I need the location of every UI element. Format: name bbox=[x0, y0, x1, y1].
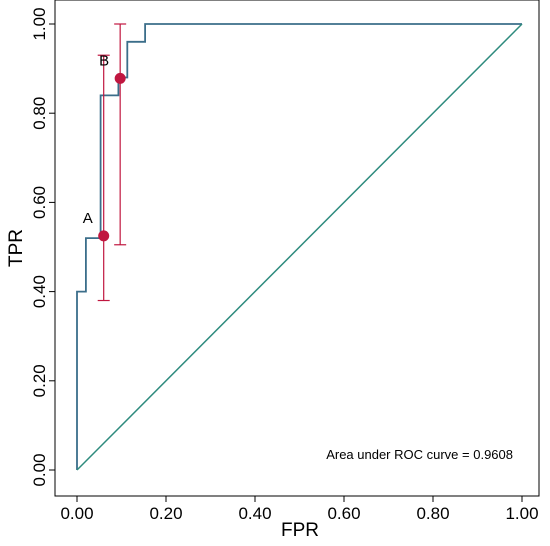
y-tick-label: 0.20 bbox=[30, 364, 49, 397]
point-b-label: B bbox=[99, 52, 109, 69]
y-tick-label: 1.00 bbox=[30, 7, 49, 40]
y-axis: 0.00 0.20 0.40 0.60 0.80 1.00 bbox=[30, 7, 55, 487]
series-layer bbox=[76, 23, 523, 471]
y-tick-label: 0.80 bbox=[30, 97, 49, 130]
x-tick-label: 1.00 bbox=[505, 504, 538, 523]
point-b-marker bbox=[114, 72, 126, 84]
y-tick-label: 0.00 bbox=[30, 453, 49, 486]
x-tick-label: 0.60 bbox=[327, 504, 360, 523]
plot-frame bbox=[54, 0, 540, 497]
y-axis-title: TPR bbox=[6, 229, 27, 267]
point-a-label: A bbox=[83, 210, 93, 227]
x-tick-label: 0.00 bbox=[60, 504, 93, 523]
x-tick-label: 0.40 bbox=[238, 504, 271, 523]
y-tick-label: 0.60 bbox=[30, 186, 49, 219]
auc-annotation: Area under ROC curve = 0.9608 bbox=[326, 447, 513, 462]
x-tick-label: 0.20 bbox=[149, 504, 182, 523]
point-a-marker bbox=[98, 230, 110, 242]
roc-curve-line bbox=[76, 23, 522, 470]
points-layer: AB bbox=[83, 23, 127, 302]
y-tick-label: 0.40 bbox=[30, 275, 49, 308]
x-axis-title: FPR bbox=[281, 520, 319, 541]
reference-diagonal-line bbox=[76, 23, 523, 471]
x-tick-label: 0.80 bbox=[416, 504, 449, 523]
x-axis: 0.00 0.20 0.40 0.60 0.80 1.00 bbox=[60, 496, 539, 523]
